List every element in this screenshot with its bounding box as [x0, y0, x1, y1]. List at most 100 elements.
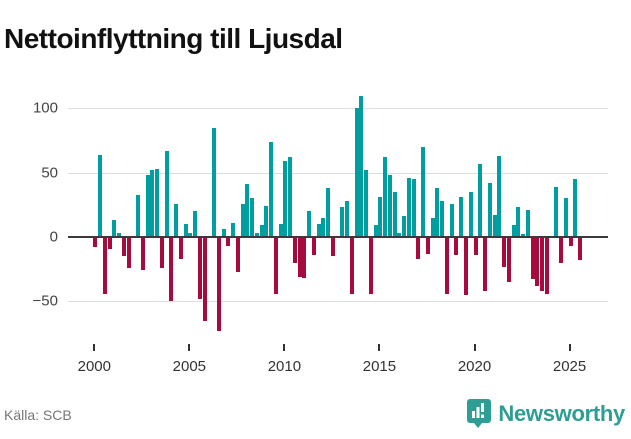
bar-2023Q1 [530, 237, 535, 280]
bar-2017Q1 [416, 237, 421, 259]
bar-2012Q2 [326, 188, 331, 237]
bar-2008Q2 [250, 198, 255, 237]
bar-2003Q4 [164, 150, 169, 237]
bar-2005Q4 [202, 237, 207, 321]
bar-2013Q4 [354, 108, 359, 237]
bar-2001Q1 [112, 220, 117, 237]
bar-2003Q2 [155, 168, 160, 237]
bar-2002Q3 [140, 237, 145, 271]
x-axis-tick [188, 344, 191, 351]
bar-2013Q1 [340, 207, 345, 237]
bar-2013Q2 [345, 201, 350, 237]
bar-2020Q2 [478, 163, 483, 237]
bar-2020Q4 [487, 183, 492, 237]
bar-2015Q3 [387, 175, 392, 237]
chart-title: Nettoinflyttning till Ljusdal [4, 22, 343, 54]
y-axis-label: 0 [49, 228, 58, 246]
bar-2019Q4 [468, 192, 473, 237]
bar-2019Q3 [463, 237, 468, 295]
bar-2005Q3 [197, 237, 202, 299]
x-axis-tick [93, 344, 96, 351]
bar-2016Q4 [411, 179, 416, 237]
bar-2001Q2 [117, 233, 122, 237]
bar-2023Q3 [540, 237, 545, 291]
bar-2007Q1 [226, 237, 231, 246]
bar-2014Q3 [368, 237, 373, 294]
bar-2007Q2 [231, 222, 236, 237]
x-axis-label-2025: 2025 [552, 358, 587, 375]
bar-2006Q2 [212, 127, 217, 237]
gridline-100 [68, 108, 608, 110]
bar-2010Q1 [283, 161, 288, 237]
bar-2005Q2 [193, 211, 198, 237]
bar-2013Q3 [349, 237, 354, 294]
bar-2007Q4 [240, 203, 245, 237]
bar-2002Q4 [145, 175, 150, 237]
bar-2018Q3 [444, 237, 449, 294]
bar-2006Q4 [221, 229, 226, 237]
bar-2009Q1 [264, 206, 269, 237]
bar-2021Q4 [506, 237, 511, 282]
bar-2008Q3 [254, 233, 259, 237]
x-axis-label-2020: 2020 [457, 358, 492, 375]
bar-2020Q3 [483, 237, 487, 291]
newsworthy-wordmark: Newsworthy [498, 400, 625, 426]
gridline-50 [68, 172, 608, 174]
bar-2009Q4 [278, 224, 283, 237]
bar-2002Q2 [136, 194, 141, 237]
bar-2022Q1 [511, 225, 516, 237]
bar-2020Q1 [473, 237, 478, 255]
bar-2001Q4 [126, 237, 131, 268]
source-label: Källa: SCB [4, 407, 72, 423]
gridline--50 [68, 301, 608, 303]
zero-line [68, 236, 608, 238]
bar-2021Q1 [492, 215, 497, 237]
x-axis-tick [568, 344, 571, 351]
bar-2024Q4 [563, 198, 568, 237]
bar-2018Q1 [435, 188, 440, 237]
bar-2003Q3 [159, 237, 164, 268]
x-axis-label-2010: 2010 [267, 358, 302, 375]
bar-2023Q4 [544, 237, 549, 294]
bar-2009Q2 [269, 141, 274, 237]
bar-2007Q3 [235, 237, 240, 272]
bar-2014Q2 [364, 170, 369, 237]
bar-2004Q1 [169, 237, 174, 302]
x-axis-label-2015: 2015 [362, 358, 397, 375]
bar-2025Q3 [578, 237, 583, 261]
newsworthy-logo-link[interactable]: Newsworthy [467, 399, 625, 428]
bar-2011Q1 [302, 237, 307, 279]
bar-2004Q4 [183, 224, 188, 237]
bar-2015Q1 [378, 197, 383, 237]
bar-2004Q2 [174, 203, 179, 237]
x-axis-tick [283, 344, 286, 351]
bar-2014Q4 [373, 225, 378, 237]
bar-2017Q3 [425, 237, 430, 254]
bar-2024Q2 [554, 186, 559, 237]
bar-2000Q4 [107, 237, 112, 249]
bar-2008Q4 [259, 225, 264, 237]
bar-2008Q1 [245, 184, 250, 237]
x-axis-tick [378, 344, 381, 351]
bar-2005Q1 [188, 233, 193, 237]
x-axis-tick [473, 344, 476, 351]
y-axis-label: 50 [41, 164, 58, 182]
bar-2016Q3 [406, 177, 411, 237]
bar-2022Q4 [525, 210, 530, 237]
bar-2018Q2 [440, 201, 445, 237]
bar-2012Q1 [321, 217, 326, 237]
bar-2025Q1 [568, 237, 573, 246]
x-axis-label-2000: 2000 [77, 358, 111, 375]
bar-2000Q1 [93, 237, 98, 248]
y-axis-label: −50 [32, 292, 58, 310]
bar-2010Q2 [288, 157, 293, 237]
x-axis-label-2005: 2005 [172, 358, 207, 375]
bar-2011Q3 [311, 237, 316, 255]
bar-2011Q2 [307, 211, 312, 237]
bar-2018Q4 [449, 203, 454, 237]
bar-2010Q4 [297, 237, 302, 277]
bar-2015Q4 [392, 192, 397, 237]
bar-2016Q2 [402, 216, 407, 237]
bar-2017Q4 [430, 217, 435, 237]
